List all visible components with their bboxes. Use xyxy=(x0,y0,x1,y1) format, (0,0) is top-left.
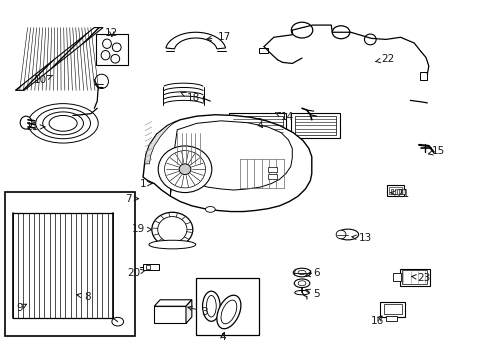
Bar xyxy=(154,306,185,323)
Text: 22: 22 xyxy=(375,54,394,64)
Ellipse shape xyxy=(102,39,111,48)
Ellipse shape xyxy=(28,104,98,143)
Bar xyxy=(259,48,267,53)
Bar xyxy=(96,34,128,65)
Text: 1: 1 xyxy=(140,179,152,189)
Text: 15: 15 xyxy=(427,146,444,156)
Bar xyxy=(63,288,82,298)
Bar xyxy=(385,316,396,320)
Bar xyxy=(392,273,400,281)
Ellipse shape xyxy=(217,295,241,329)
Bar xyxy=(267,167,276,172)
Polygon shape xyxy=(154,300,191,306)
Ellipse shape xyxy=(298,270,305,275)
Ellipse shape xyxy=(36,108,90,139)
Text: 2: 2 xyxy=(255,118,262,128)
Text: 17: 17 xyxy=(206,32,230,42)
Ellipse shape xyxy=(335,230,345,239)
Text: 3: 3 xyxy=(187,306,207,316)
Ellipse shape xyxy=(74,293,81,298)
Bar xyxy=(394,189,396,194)
Ellipse shape xyxy=(152,212,192,247)
Ellipse shape xyxy=(34,304,38,307)
Bar xyxy=(232,116,282,135)
Ellipse shape xyxy=(291,22,312,38)
Text: 5: 5 xyxy=(305,289,319,299)
Ellipse shape xyxy=(298,281,305,286)
Ellipse shape xyxy=(205,207,215,212)
Bar xyxy=(386,185,403,196)
Text: 12: 12 xyxy=(105,28,118,38)
Ellipse shape xyxy=(149,240,195,249)
Ellipse shape xyxy=(294,291,309,295)
Text: 16: 16 xyxy=(370,316,383,325)
Ellipse shape xyxy=(158,217,186,242)
Text: 11: 11 xyxy=(26,122,45,132)
Polygon shape xyxy=(144,121,176,164)
Ellipse shape xyxy=(67,293,74,298)
Bar xyxy=(399,269,429,286)
Bar xyxy=(398,189,400,194)
Polygon shape xyxy=(185,300,191,323)
Text: 6: 6 xyxy=(305,268,319,278)
Text: 18: 18 xyxy=(181,93,200,103)
Polygon shape xyxy=(170,121,292,196)
Ellipse shape xyxy=(164,150,205,188)
Ellipse shape xyxy=(293,268,310,277)
Ellipse shape xyxy=(112,43,121,51)
Ellipse shape xyxy=(294,279,309,288)
Bar xyxy=(228,113,286,138)
Text: 4: 4 xyxy=(219,332,226,342)
Ellipse shape xyxy=(364,34,375,45)
Ellipse shape xyxy=(20,116,32,129)
Text: 19: 19 xyxy=(131,225,151,234)
Bar xyxy=(143,264,158,270)
Bar xyxy=(291,113,340,138)
Ellipse shape xyxy=(202,291,220,321)
Ellipse shape xyxy=(221,300,236,324)
Text: 7: 7 xyxy=(125,194,138,204)
Polygon shape xyxy=(15,28,103,90)
Ellipse shape xyxy=(112,318,123,326)
Ellipse shape xyxy=(95,74,108,89)
Text: 21: 21 xyxy=(390,189,409,199)
Bar xyxy=(402,189,404,194)
Ellipse shape xyxy=(30,300,34,303)
Text: 23: 23 xyxy=(410,273,430,283)
Polygon shape xyxy=(165,32,225,49)
Text: 14: 14 xyxy=(275,112,293,122)
Ellipse shape xyxy=(37,300,41,303)
Ellipse shape xyxy=(111,54,120,63)
Text: 9: 9 xyxy=(16,303,26,313)
Ellipse shape xyxy=(23,295,48,311)
Polygon shape xyxy=(143,115,311,212)
Bar xyxy=(379,302,405,317)
Bar xyxy=(419,72,427,80)
Bar xyxy=(388,187,401,194)
Bar xyxy=(195,278,259,335)
Ellipse shape xyxy=(206,296,216,317)
Ellipse shape xyxy=(158,146,211,193)
Ellipse shape xyxy=(101,50,110,60)
Ellipse shape xyxy=(67,291,74,296)
Text: 8: 8 xyxy=(77,292,91,302)
Text: 13: 13 xyxy=(351,233,371,243)
Ellipse shape xyxy=(42,112,83,135)
Text: 20: 20 xyxy=(126,267,145,278)
Bar xyxy=(267,174,276,179)
Ellipse shape xyxy=(331,26,349,39)
Bar xyxy=(390,189,392,194)
Bar xyxy=(383,305,401,315)
Bar xyxy=(4,192,135,336)
Ellipse shape xyxy=(336,229,358,240)
Ellipse shape xyxy=(74,291,81,296)
Bar xyxy=(402,270,426,284)
Text: 10: 10 xyxy=(34,75,53,85)
Ellipse shape xyxy=(49,116,77,131)
Ellipse shape xyxy=(179,164,190,175)
Bar xyxy=(295,116,336,135)
Ellipse shape xyxy=(28,298,43,308)
Bar xyxy=(145,265,150,269)
